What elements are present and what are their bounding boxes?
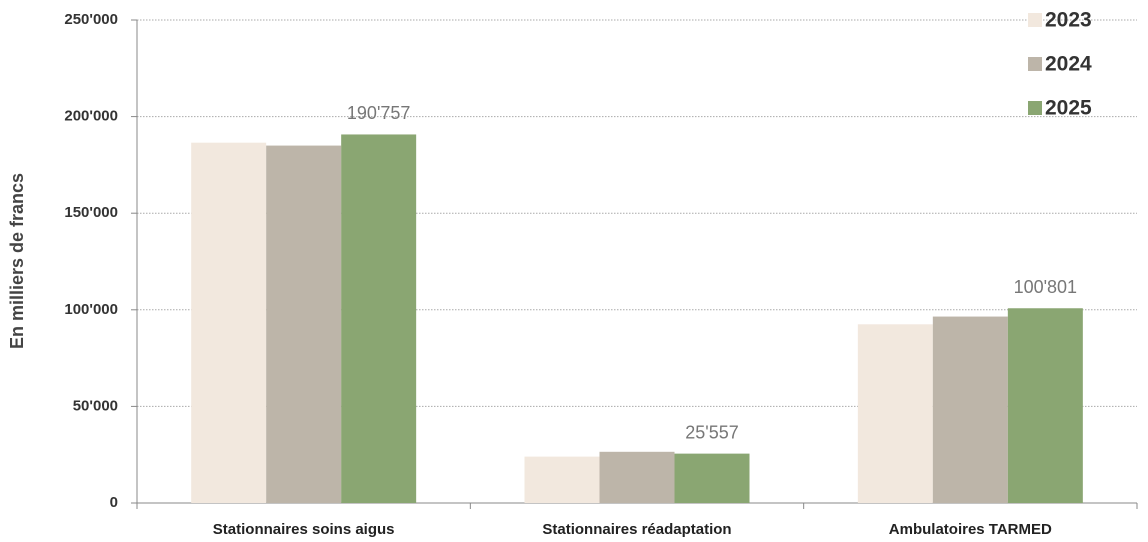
bar: [932, 316, 1008, 503]
x-tick-label: Stationnaires soins aigus: [213, 521, 395, 538]
y-tick-label: 100'000: [64, 301, 118, 318]
y-axis-title: En milliers de francs: [7, 173, 27, 349]
legend-label: 2025: [1045, 97, 1092, 120]
value-label: 25'557: [685, 422, 739, 442]
y-tick-label: 200'000: [64, 108, 118, 125]
bar: [191, 142, 267, 503]
x-tick-label: Stationnaires réadaptation: [542, 521, 731, 538]
bar: [266, 145, 342, 503]
bar: [341, 134, 417, 504]
x-tick-label: Ambulatoires TARMED: [889, 521, 1052, 538]
bar: [524, 456, 600, 503]
value-label: 190'757: [347, 103, 411, 123]
y-tick-label: 250'000: [64, 11, 118, 28]
legend-swatch: [1028, 13, 1042, 27]
y-tick-label: 0: [110, 494, 118, 511]
bar: [674, 453, 750, 503]
bar: [1007, 308, 1083, 503]
bar: [599, 451, 675, 503]
y-tick-label: 50'000: [73, 397, 118, 414]
legend-swatch: [1028, 57, 1042, 71]
legend-label: 2023: [1045, 9, 1092, 32]
bar: [857, 324, 933, 503]
legend-swatch: [1028, 101, 1042, 115]
legend-label: 2024: [1045, 53, 1092, 76]
value-label: 100'801: [1014, 277, 1078, 297]
y-tick-label: 150'000: [64, 204, 118, 221]
